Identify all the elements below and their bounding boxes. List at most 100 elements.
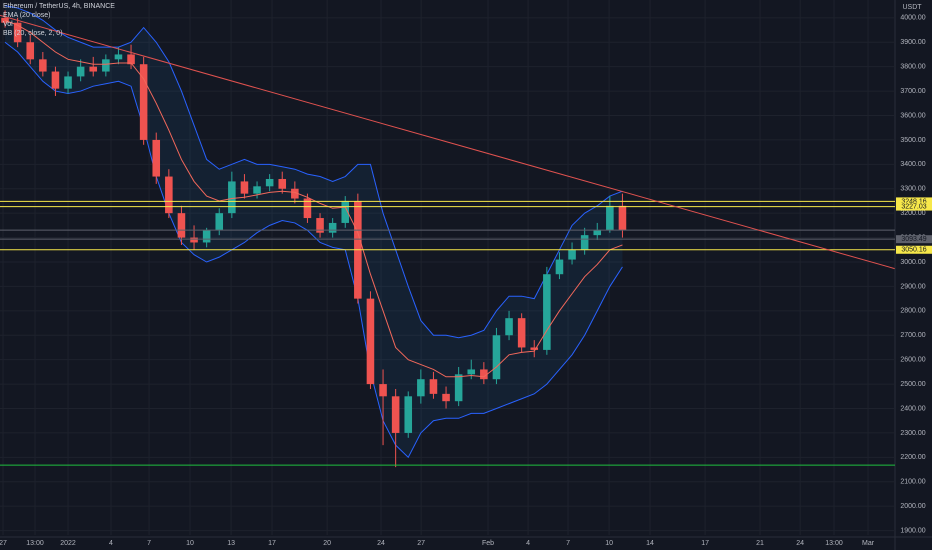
- candle-body: [127, 54, 135, 65]
- price-label: 3093.49: [901, 236, 926, 243]
- candle-body: [580, 235, 589, 250]
- candle-body: [417, 379, 425, 397]
- candle-body: [165, 176, 173, 214]
- indicator: Vol: [3, 21, 13, 28]
- x-tick-label: 2022: [60, 540, 76, 547]
- y-tick-label: 3200.00: [900, 210, 925, 217]
- candle-body: [303, 198, 312, 219]
- candle-body: [341, 200, 350, 223]
- x-tick-label: Mar: [862, 540, 875, 547]
- price-label-box: [896, 202, 932, 211]
- bb-upper: [4, 5, 623, 339]
- candle-body: [543, 274, 551, 350]
- x-tick-label: 10: [605, 540, 613, 547]
- candle-body: [76, 66, 85, 77]
- x-tick-label: 13: [227, 540, 235, 547]
- candle-body: [480, 369, 488, 380]
- x-tick-label: 13:00: [825, 540, 843, 547]
- y-tick-label: 2000.00: [900, 503, 925, 510]
- candle-body: [139, 64, 148, 140]
- candle-body: [379, 384, 387, 397]
- chart-title: Ethereum / TetherUS, 4h, BINANCE: [3, 3, 115, 10]
- bb-lower: [4, 41, 623, 459]
- candle-body: [429, 379, 438, 394]
- x-tick-label: 14: [646, 540, 654, 547]
- x-tick-label: 10: [186, 540, 194, 547]
- y-tick-label: 2600.00: [900, 357, 925, 364]
- candle-body: [26, 42, 35, 60]
- candle-body: [442, 393, 450, 402]
- price-label: 3248.16: [901, 198, 926, 205]
- indicator: EMA (20 close): [3, 12, 50, 19]
- x-tick-label: 7: [147, 540, 151, 547]
- candle-body: [530, 347, 539, 350]
- y-tick-label: 2800.00: [900, 308, 925, 315]
- candle-body: [278, 178, 287, 189]
- plot: [0, 5, 895, 468]
- x-tick-label: 24: [796, 540, 804, 547]
- y-tick-label: 3800.00: [900, 64, 925, 71]
- x-tick-label: 20: [323, 540, 331, 547]
- candle-body: [177, 213, 186, 238]
- candle-body: [89, 66, 98, 72]
- y-tick-label: 2700.00: [900, 332, 925, 339]
- indicator: BB (20, close, 2, 0): [3, 30, 63, 37]
- y-tick-label: 3700.00: [900, 88, 925, 95]
- x-tick-label: Feb: [482, 540, 494, 547]
- y-tick-label: 2300.00: [900, 430, 925, 437]
- candle-body: [228, 181, 236, 214]
- price-label-box: [896, 197, 932, 206]
- price-label-box: [896, 245, 932, 254]
- y-tick-label: 3400.00: [900, 161, 925, 168]
- candle-body: [404, 396, 413, 433]
- candle-body: [454, 374, 463, 402]
- candle-body: [467, 369, 476, 375]
- y-tick-label: 3900.00: [900, 39, 925, 46]
- candle-body: [114, 54, 123, 60]
- x-tick-label: 27: [0, 540, 7, 547]
- x-tick-label: 7: [566, 540, 570, 547]
- ema-line: [4, 19, 623, 378]
- y-tick-label: 4000.00: [900, 15, 925, 22]
- candle-body: [253, 186, 261, 194]
- candle-body: [618, 205, 627, 231]
- candle-body: [39, 59, 47, 72]
- x-tick-label: 4: [526, 540, 530, 547]
- candle-body: [593, 230, 602, 236]
- candle-body: [555, 259, 564, 275]
- y-tick-label: 2500.00: [900, 381, 925, 388]
- candle-body: [568, 249, 576, 260]
- y-tick-label: 1900.00: [900, 527, 925, 534]
- x-tick-label: 4: [109, 540, 113, 547]
- axis-unit: USDT: [902, 4, 922, 11]
- candle-body: [190, 237, 198, 243]
- candle-body: [102, 59, 110, 72]
- y-tick-label: 3000.00: [900, 259, 925, 266]
- price-label-box: [896, 235, 932, 244]
- x-tick-label: 24: [377, 540, 385, 547]
- candle-body: [13, 22, 22, 43]
- y-tick-label: 2400.00: [900, 405, 925, 412]
- y-tick-label: 3500.00: [900, 137, 925, 144]
- candle-body: [316, 218, 324, 233]
- x-tick-label: 27: [417, 540, 425, 547]
- candle-body: [291, 188, 299, 199]
- x-tick-label: 13:00: [26, 540, 44, 547]
- bb-fill: [5, 5, 623, 458]
- candle-body: [215, 213, 224, 231]
- candle-body: [391, 396, 400, 433]
- y-tick-label: 2100.00: [900, 479, 925, 486]
- price-label: 3227.03: [901, 203, 926, 210]
- candle-body: [240, 181, 249, 194]
- candle-body: [517, 318, 526, 348]
- candle-body: [152, 139, 161, 177]
- candle-body: [492, 335, 501, 380]
- y-tick-label: 3300.00: [900, 186, 925, 193]
- candle-body: [328, 222, 337, 233]
- candle-body: [505, 318, 513, 336]
- price-label: 3050.16: [901, 247, 926, 254]
- candle-body: [265, 178, 274, 187]
- y-tick-label: 3600.00: [900, 112, 925, 119]
